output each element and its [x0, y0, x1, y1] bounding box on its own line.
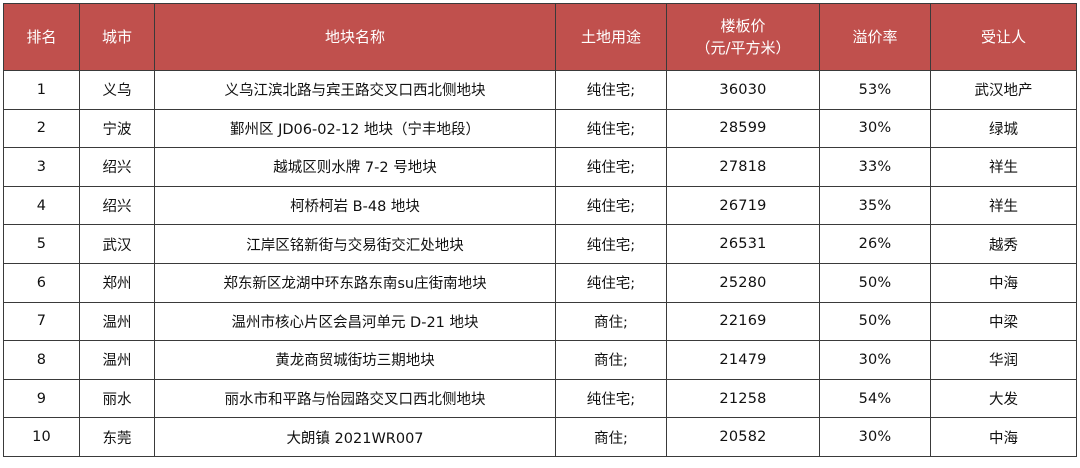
cell-land-use: 纯住宅; — [555, 147, 667, 187]
cell-buyer: 越秀 — [930, 224, 1077, 264]
cell-land-use: 纯住宅; — [555, 262, 667, 303]
cell-floor-price: 21479 — [666, 340, 820, 380]
table-row: 1 义乌 义乌江滨北路与宾王路交叉口西北侧地块 纯住宅; 36030 53% 武汉地产 — [3, 70, 1077, 110]
cell-land-use: 商住; — [555, 417, 667, 457]
cell-city: 绍兴 — [79, 147, 155, 187]
cell-city: 丽水 — [79, 378, 155, 419]
cell-land-use: 纯住宅; — [555, 224, 667, 264]
cell-plot-name: 郑东新区龙湖中环东路东南su庄街南地块 — [154, 262, 556, 303]
cell-rank: 1 — [3, 70, 80, 110]
cell-premium-rate: 30% — [819, 108, 931, 149]
cell-city: 温州 — [79, 340, 155, 380]
cell-rank: 9 — [3, 378, 80, 419]
cell-buyer: 祥生 — [930, 147, 1077, 187]
cell-land-use: 纯住宅; — [555, 378, 667, 419]
cell-plot-name: 黄龙商贸城街坊三期地块 — [154, 340, 556, 380]
cell-floor-price: 28599 — [666, 108, 820, 149]
cell-premium-rate: 50% — [819, 301, 931, 342]
cell-city: 郑州 — [79, 262, 155, 303]
cell-land-use: 纯住宅; — [555, 108, 667, 149]
cell-plot-name: 柯桥柯岩 B-48 地块 — [154, 185, 556, 226]
cell-buyer: 中梁 — [930, 301, 1077, 342]
cell-premium-rate: 33% — [819, 147, 931, 187]
cell-rank: 2 — [3, 108, 80, 149]
cell-floor-price: 27818 — [666, 147, 820, 187]
cell-city: 绍兴 — [79, 185, 155, 226]
cell-rank: 10 — [3, 417, 80, 457]
cell-floor-price: 26719 — [666, 185, 820, 226]
cell-floor-price: 21258 — [666, 378, 820, 419]
cell-plot-name: 丽水市和平路与怡园路交叉口西北侧地块 — [154, 378, 556, 419]
cell-premium-rate: 35% — [819, 185, 931, 226]
cell-buyer: 祥生 — [930, 185, 1077, 226]
land-ranking-table-container: 排名 城市 地块名称 土地用途 楼板价 （元/平方米） 溢价率 受让人 1 义乌义… — [3, 3, 1077, 457]
cell-city: 武汉 — [79, 224, 155, 264]
cell-plot-name: 鄞州区 JD06-02-12 地块（宁丰地段） — [154, 108, 556, 149]
cell-plot-name: 越城区则水牌 7-2 号地块 — [154, 147, 556, 187]
cell-land-use: 商住; — [555, 340, 667, 380]
header-city: 城市 — [79, 3, 155, 71]
cell-rank: 4 — [3, 185, 80, 226]
header-rank: 排名 — [3, 3, 80, 71]
cell-plot-name: 温州市核心片区会昌河单元 D-21 地块 — [154, 301, 556, 342]
cell-city: 宁波 — [79, 108, 155, 149]
cell-premium-rate: 30% — [819, 417, 931, 457]
cell-premium-rate: 26% — [819, 224, 931, 264]
cell-rank: 3 — [3, 147, 80, 187]
cell-rank: 6 — [3, 262, 80, 303]
cell-rank: 8 — [3, 340, 80, 380]
cell-buyer: 绿城 — [930, 108, 1077, 149]
cell-rank: 7 — [3, 301, 80, 342]
cell-floor-price: 22169 — [666, 301, 820, 342]
cell-premium-rate: 50% — [819, 262, 931, 303]
cell-land-use: 纯住宅; — [555, 185, 667, 226]
cell-premium-rate: 30% — [819, 340, 931, 380]
cell-buyer: 大发 — [930, 378, 1077, 419]
cell-premium-rate: 54% — [819, 378, 931, 419]
cell-premium-rate: 53% — [819, 70, 931, 110]
cell-plot-name: 江岸区铭新街与交易街交汇处地块 — [154, 224, 556, 264]
cell-buyer: 华润 — [930, 340, 1077, 380]
cell-city: 东莞 — [79, 417, 155, 457]
table-row: 7 温州 温州市核心片区会昌河单元 D-21 地块 商住; 22169 50% 中梁 — [3, 301, 1077, 342]
table-row: 6 郑州 郑东新区龙湖中环东路东南su庄街南地块 纯住宅; 25280 50% 中海 — [3, 262, 1077, 303]
table-row: 2 宁波 鄞州区 JD06-02-12 地块（宁丰地段） 纯住宅; 28599 30% 绿城 — [3, 108, 1077, 149]
table-row: 5 武汉 江岸区铭新街与交易街交汇处地块 纯住宅; 26531 26% 越秀 — [3, 224, 1077, 264]
table-row: 9 丽水 丽水市和平路与怡园路交叉口西北侧地块 纯住宅; 21258 54% 大发 — [3, 378, 1077, 419]
table-row: 4 绍兴 柯桥柯岩 B-48 地块 纯住宅; 26719 35% 祥生 — [3, 185, 1077, 226]
table-row: 3 绍兴 越城区则水牌 7-2 号地块 纯住宅; 27818 33% 祥生 — [3, 147, 1077, 187]
cell-land-use: 纯住宅; — [555, 70, 667, 110]
cell-buyer: 中海 — [930, 417, 1077, 457]
header-row: 排名 城市 地块名称 土地用途 楼板价 （元/平方米） 溢价率 受让人 — [3, 3, 1077, 71]
cell-floor-price: 25280 — [666, 262, 820, 303]
header-land-use: 土地用途 — [555, 3, 667, 71]
table-row: 10 东莞 大朗镇 2021WR007 商住; 20582 30% 中海 — [3, 417, 1077, 457]
cell-floor-price: 26531 — [666, 224, 820, 264]
cell-plot-name: 义乌江滨北路与宾王路交叉口西北侧地块 — [154, 70, 556, 110]
cell-plot-name: 大朗镇 2021WR007 — [154, 417, 556, 457]
cell-rank: 5 — [3, 224, 80, 264]
table-body: 1 义乌 义乌江滨北路与宾王路交叉口西北侧地块 纯住宅; 36030 53% 武汉地产 2 宁波… — [3, 70, 1077, 457]
cell-floor-price: 20582 — [666, 417, 820, 457]
cell-city: 温州 — [79, 301, 155, 342]
header-premium-rate: 溢价率 — [819, 3, 931, 71]
header-plot-name: 地块名称 — [154, 3, 556, 71]
header-floor-price-line1: 楼板价 — [720, 17, 766, 35]
header-floor-price: 楼板价 （元/平方米） — [666, 3, 820, 71]
cell-buyer: 中海 — [930, 262, 1077, 303]
header-buyer: 受让人 — [930, 3, 1077, 71]
cell-land-use: 商住; — [555, 301, 667, 342]
cell-buyer: 武汉地产 — [930, 70, 1077, 110]
land-ranking-table: 排名 城市 地块名称 土地用途 楼板价 （元/平方米） 溢价率 受让人 1 义乌义… — [3, 3, 1077, 457]
cell-city: 义乌 — [79, 70, 155, 110]
cell-floor-price: 36030 — [666, 70, 820, 110]
header-floor-price-line2: （元/平方米） — [695, 39, 791, 57]
table-row: 8 温州 黄龙商贸城街坊三期地块 商住; 21479 30% 华润 — [3, 340, 1077, 380]
